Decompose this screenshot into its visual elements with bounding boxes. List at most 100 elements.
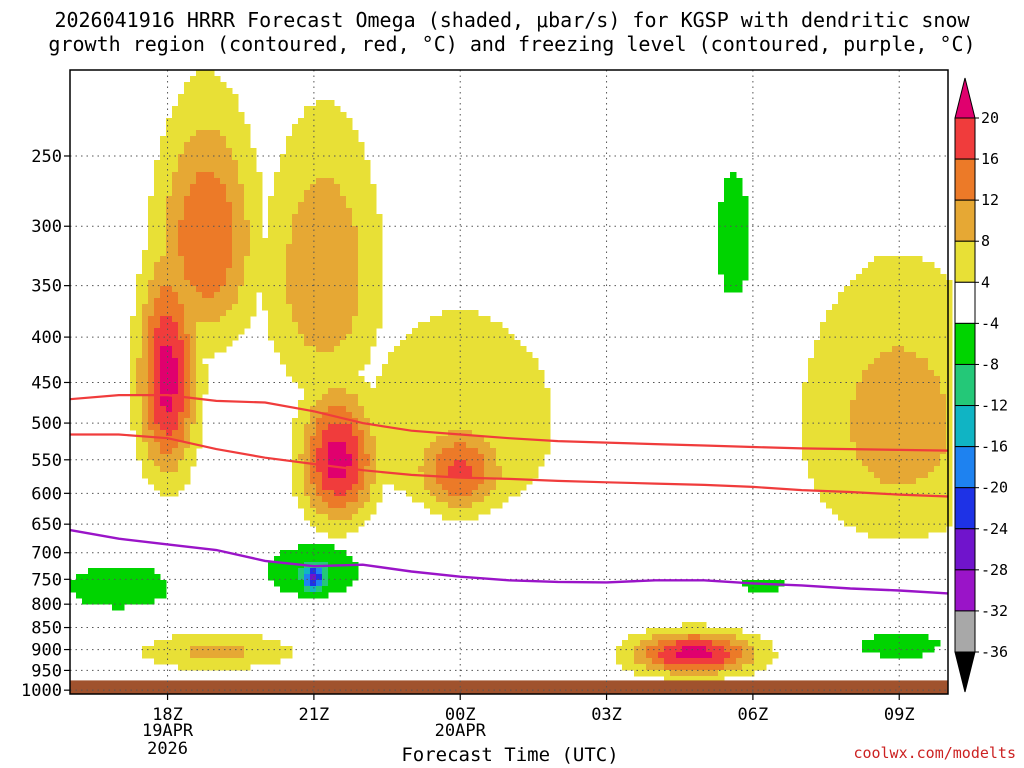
omega-cell: [232, 256, 239, 263]
omega-cell: [646, 664, 653, 671]
omega-cell: [166, 370, 173, 377]
omega-cell: [250, 220, 257, 227]
omega-cell: [286, 208, 293, 215]
omega-cell: [868, 292, 875, 299]
omega-cell: [142, 352, 149, 359]
omega-cell: [436, 484, 443, 491]
omega-cell: [916, 334, 923, 341]
omega-cell: [160, 304, 167, 311]
omega-cell: [190, 136, 197, 143]
omega-cell: [148, 586, 155, 593]
omega-cell: [298, 310, 305, 317]
omega-cell: [388, 388, 395, 395]
x-tick-year: 2026: [147, 739, 188, 759]
omega-cell: [328, 382, 335, 389]
omega-cell: [874, 256, 881, 263]
omega-cell: [532, 406, 539, 413]
omega-cell: [940, 472, 947, 479]
omega-cell: [880, 256, 887, 263]
omega-cell: [154, 646, 161, 653]
omega-cell: [256, 202, 263, 209]
omega-cell: [352, 322, 359, 329]
omega-cell: [526, 466, 533, 473]
omega-cell: [280, 286, 287, 293]
omega-cell: [160, 268, 167, 275]
omega-cell: [364, 238, 371, 245]
omega-cell: [400, 454, 407, 461]
omega-cell: [448, 502, 455, 509]
omega-cell: [184, 190, 191, 197]
omega-cell: [922, 322, 929, 329]
omega-cell: [184, 100, 191, 107]
omega-cell: [520, 430, 527, 437]
omega-cell: [220, 112, 227, 119]
omega-cell: [376, 220, 383, 227]
omega-cell: [316, 196, 323, 203]
omega-cell: [880, 514, 887, 521]
omega-cell: [916, 454, 923, 461]
omega-cell: [286, 166, 293, 173]
omega-cell: [172, 346, 179, 353]
omega-cell: [244, 136, 251, 143]
omega-cell: [346, 364, 353, 371]
omega-cell: [934, 496, 941, 503]
omega-cell: [310, 514, 317, 521]
omega-cell: [328, 544, 335, 551]
omega-cell: [940, 334, 947, 341]
omega-cell: [874, 382, 881, 389]
omega-cell: [142, 400, 149, 407]
omega-cell: [340, 478, 347, 485]
omega-cell: [460, 316, 467, 323]
omega-cell: [430, 346, 437, 353]
omega-cell: [118, 604, 125, 611]
omega-cell: [406, 490, 413, 497]
omega-cell: [304, 418, 311, 425]
omega-cell: [340, 160, 347, 167]
omega-cell: [358, 436, 365, 443]
omega-cell: [376, 484, 383, 491]
omega-cell: [670, 664, 677, 671]
omega-cell: [250, 634, 257, 641]
omega-cell: [286, 172, 293, 179]
omega-cell: [538, 418, 545, 425]
omega-cell: [802, 424, 809, 431]
omega-cell: [826, 484, 833, 491]
omega-cell: [370, 436, 377, 443]
omega-cell: [856, 436, 863, 443]
omega-cell: [310, 388, 317, 395]
omega-cell: [220, 118, 227, 125]
omega-cell: [724, 646, 731, 653]
omega-cell: [322, 118, 329, 125]
omega-cell: [370, 196, 377, 203]
omega-cell: [160, 364, 167, 371]
omega-cell: [340, 400, 347, 407]
omega-cell: [256, 244, 263, 251]
omega-cell: [490, 448, 497, 455]
omega-cell: [208, 346, 215, 353]
omega-cell: [904, 454, 911, 461]
omega-cell: [178, 352, 185, 359]
omega-cell: [244, 208, 251, 215]
omega-cell: [286, 226, 293, 233]
omega-cell: [868, 448, 875, 455]
omega-cell: [292, 586, 299, 593]
omega-cell: [316, 592, 323, 599]
omega-cell: [886, 640, 893, 647]
omega-cell: [364, 400, 371, 407]
omega-cell: [742, 268, 749, 275]
omega-cell: [502, 448, 509, 455]
omega-cell: [322, 256, 329, 263]
omega-cell: [82, 574, 89, 581]
omega-cell: [886, 508, 893, 515]
omega-cell: [490, 352, 497, 359]
omega-cell: [238, 118, 245, 125]
omega-cell: [106, 574, 113, 581]
omega-cell: [820, 322, 827, 329]
omega-cell: [310, 424, 317, 431]
omega-cell: [334, 502, 341, 509]
omega-cell: [538, 430, 545, 437]
omega-cell: [850, 496, 857, 503]
omega-cell: [238, 178, 245, 185]
omega-cell: [136, 292, 143, 299]
omega-cell: [184, 112, 191, 119]
